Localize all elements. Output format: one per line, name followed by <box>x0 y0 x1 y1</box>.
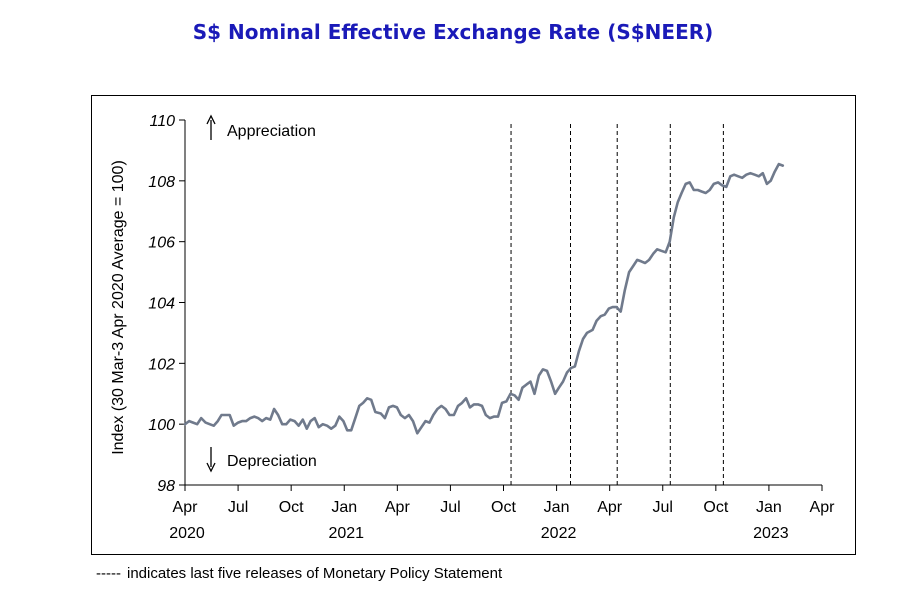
y-axis: 98 100 102 104 106 108 110 <box>148 113 186 495</box>
y-tick-label: 102 <box>148 356 175 373</box>
series-line-sneer <box>183 162 785 435</box>
appreciation-label: Appreciation <box>227 123 316 140</box>
annotations: Appreciation Depreciation <box>206 114 317 473</box>
footnote-dash: ----- <box>96 565 121 582</box>
y-axis-label: Index (30 Mar-3 Apr 2020 Average = 100) <box>110 160 127 455</box>
chart-title: S$ Nominal Effective Exchange Rate (S$NE… <box>192 20 714 44</box>
x-year-label: 2020 <box>169 525 205 542</box>
x-year-label: 2022 <box>541 525 577 542</box>
x-tick-label: Apr <box>810 499 836 516</box>
y-tick-label: 100 <box>148 417 175 434</box>
y-tick-label: 108 <box>148 174 175 191</box>
x-tick-label: Jul <box>440 499 460 516</box>
x-axis: Apr 2020 Jul Oct Jan 2021 Apr Jul Oct Jan 2022 Apr J… <box>169 484 836 542</box>
series-layer <box>183 162 785 435</box>
x-tick-label: Oct <box>703 499 728 516</box>
x-tick-label: Jan <box>331 499 357 516</box>
x-tick-label: Apr <box>385 499 411 516</box>
footnote: ----- indicates last five releases of Mon… <box>96 565 502 582</box>
x-year-label: 2021 <box>328 525 364 542</box>
up-arrow-icon <box>206 114 216 125</box>
x-year-label: 2023 <box>753 525 789 542</box>
x-tick-label: Oct <box>279 499 304 516</box>
down-arrow-icon <box>206 462 216 473</box>
y-tick-label: 110 <box>149 113 175 130</box>
y-tick-label: 98 <box>157 478 175 495</box>
x-tick-label: Oct <box>491 499 516 516</box>
y-tick-label: 104 <box>148 296 175 313</box>
mps-release-lines <box>510 124 724 485</box>
x-tick-label: Jan <box>756 499 782 516</box>
x-tick-label: Jan <box>544 499 570 516</box>
chart-frame <box>91 95 856 555</box>
x-tick-label: Jul <box>653 499 673 516</box>
depreciation-label: Depreciation <box>227 453 317 470</box>
x-tick-label: Apr <box>173 499 199 516</box>
y-tick-label: 106 <box>148 235 175 252</box>
x-tick-label: Jul <box>228 499 248 516</box>
footnote-text: indicates last five releases of Monetary… <box>126 565 503 582</box>
x-tick-label: Apr <box>597 499 623 516</box>
